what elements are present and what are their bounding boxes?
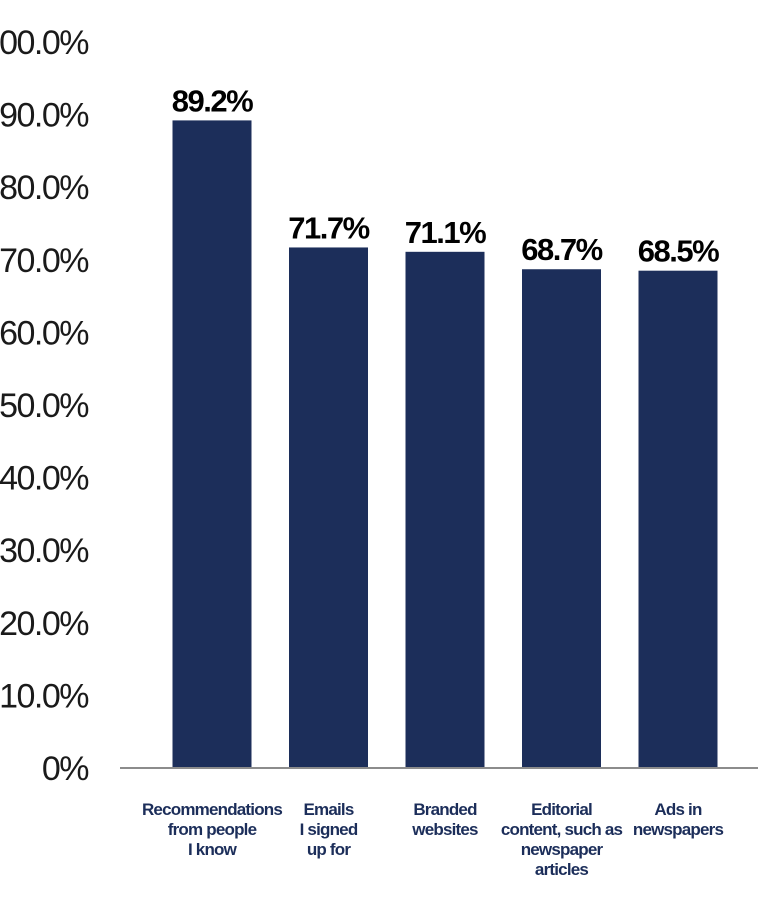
y-tick-label: 20.0% [0,605,89,643]
bar-value-label: 71.1% [405,215,486,250]
category-label: Ads in newspapers [633,800,724,839]
category-label-line: Editorial [531,800,592,819]
y-tick-label: 10.0% [0,677,89,715]
bar-value-label: 68.7% [521,232,602,267]
category-label-line: I know [188,840,238,859]
category-label-line: articles [535,860,588,879]
category-label: Editorial content, such as newspaper articl… [501,800,623,879]
category-label-line: Ads in [654,800,702,819]
category-label-line: up for [307,840,352,859]
bar [522,269,601,768]
category-label-line: websites [411,820,478,839]
y-tick-label: 0% [42,750,89,788]
category-label-line: newspapers [633,820,724,839]
y-tick-label: 40.0% [0,460,89,498]
bar [289,247,368,768]
y-tick-label: 70.0% [0,242,89,280]
bar [638,270,718,768]
category-label-line: Recommendations [142,800,282,819]
category-label-line: content, such as [501,820,623,839]
data-labels: 89.2% 71.7% 71.1% 68.7% 68.5% [172,83,721,269]
bar-value-label: 89.2% [172,83,253,118]
category-label-line: Emails [303,800,353,819]
category-label-line: newspaper [521,840,604,859]
y-tick-label: 60.0% [0,314,89,352]
category-label-line: from people [168,820,257,839]
y-tick-label: 90.0% [0,97,89,135]
category-label: Emails I signed up for [300,800,358,859]
bar-value-label: 71.7% [288,210,369,245]
y-tick-label: 30.0% [0,532,89,570]
bar-value-label: 68.5% [638,234,719,269]
y-tick-label: 80.0% [0,169,89,207]
bars [172,120,718,769]
category-label: Branded websites [411,800,478,839]
category-label: Recommendations from people I know [142,800,282,859]
y-tick-label: 100.0% [0,24,89,62]
y-axis-ticks: 0% 10.0% 20.0% 30.0% 40.0% 50.0% 60.0% 70.0% 80.… [0,24,91,788]
bar [172,120,252,768]
bar [405,251,485,769]
category-label-line: Branded [413,800,477,819]
category-label-line: I signed [300,820,358,839]
y-tick-label: 50.0% [0,387,89,425]
